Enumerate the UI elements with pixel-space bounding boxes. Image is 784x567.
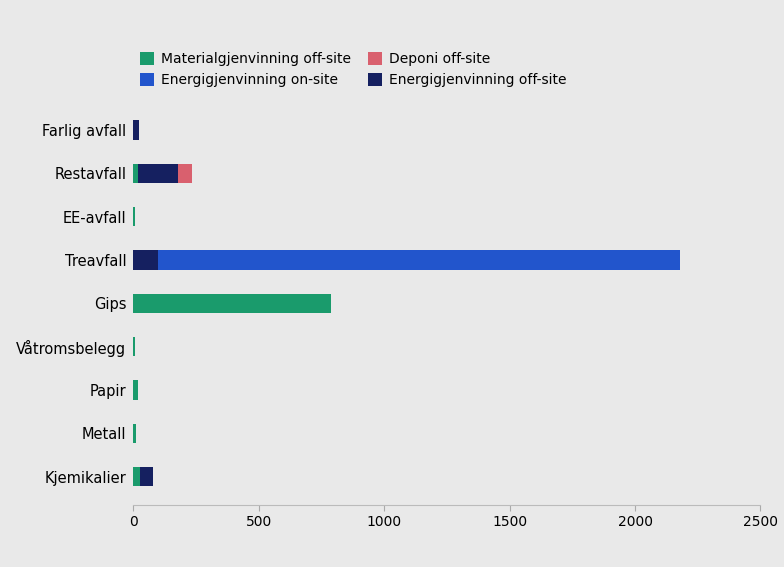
Bar	[133, 164, 138, 183]
Bar	[138, 164, 178, 183]
Bar	[140, 467, 153, 486]
Bar	[133, 337, 135, 357]
Legend: Materialgjenvinning off-site, Energigjenvinning on-site, Deponi off-site, Energi: Materialgjenvinning off-site, Energigjen…	[140, 52, 566, 87]
Bar	[133, 467, 140, 486]
Bar	[133, 207, 135, 226]
Bar	[158, 250, 681, 270]
Bar	[133, 120, 139, 140]
Bar	[133, 380, 138, 400]
Bar	[133, 424, 136, 443]
Bar	[133, 250, 158, 270]
Bar	[178, 164, 192, 183]
Bar	[133, 294, 332, 313]
